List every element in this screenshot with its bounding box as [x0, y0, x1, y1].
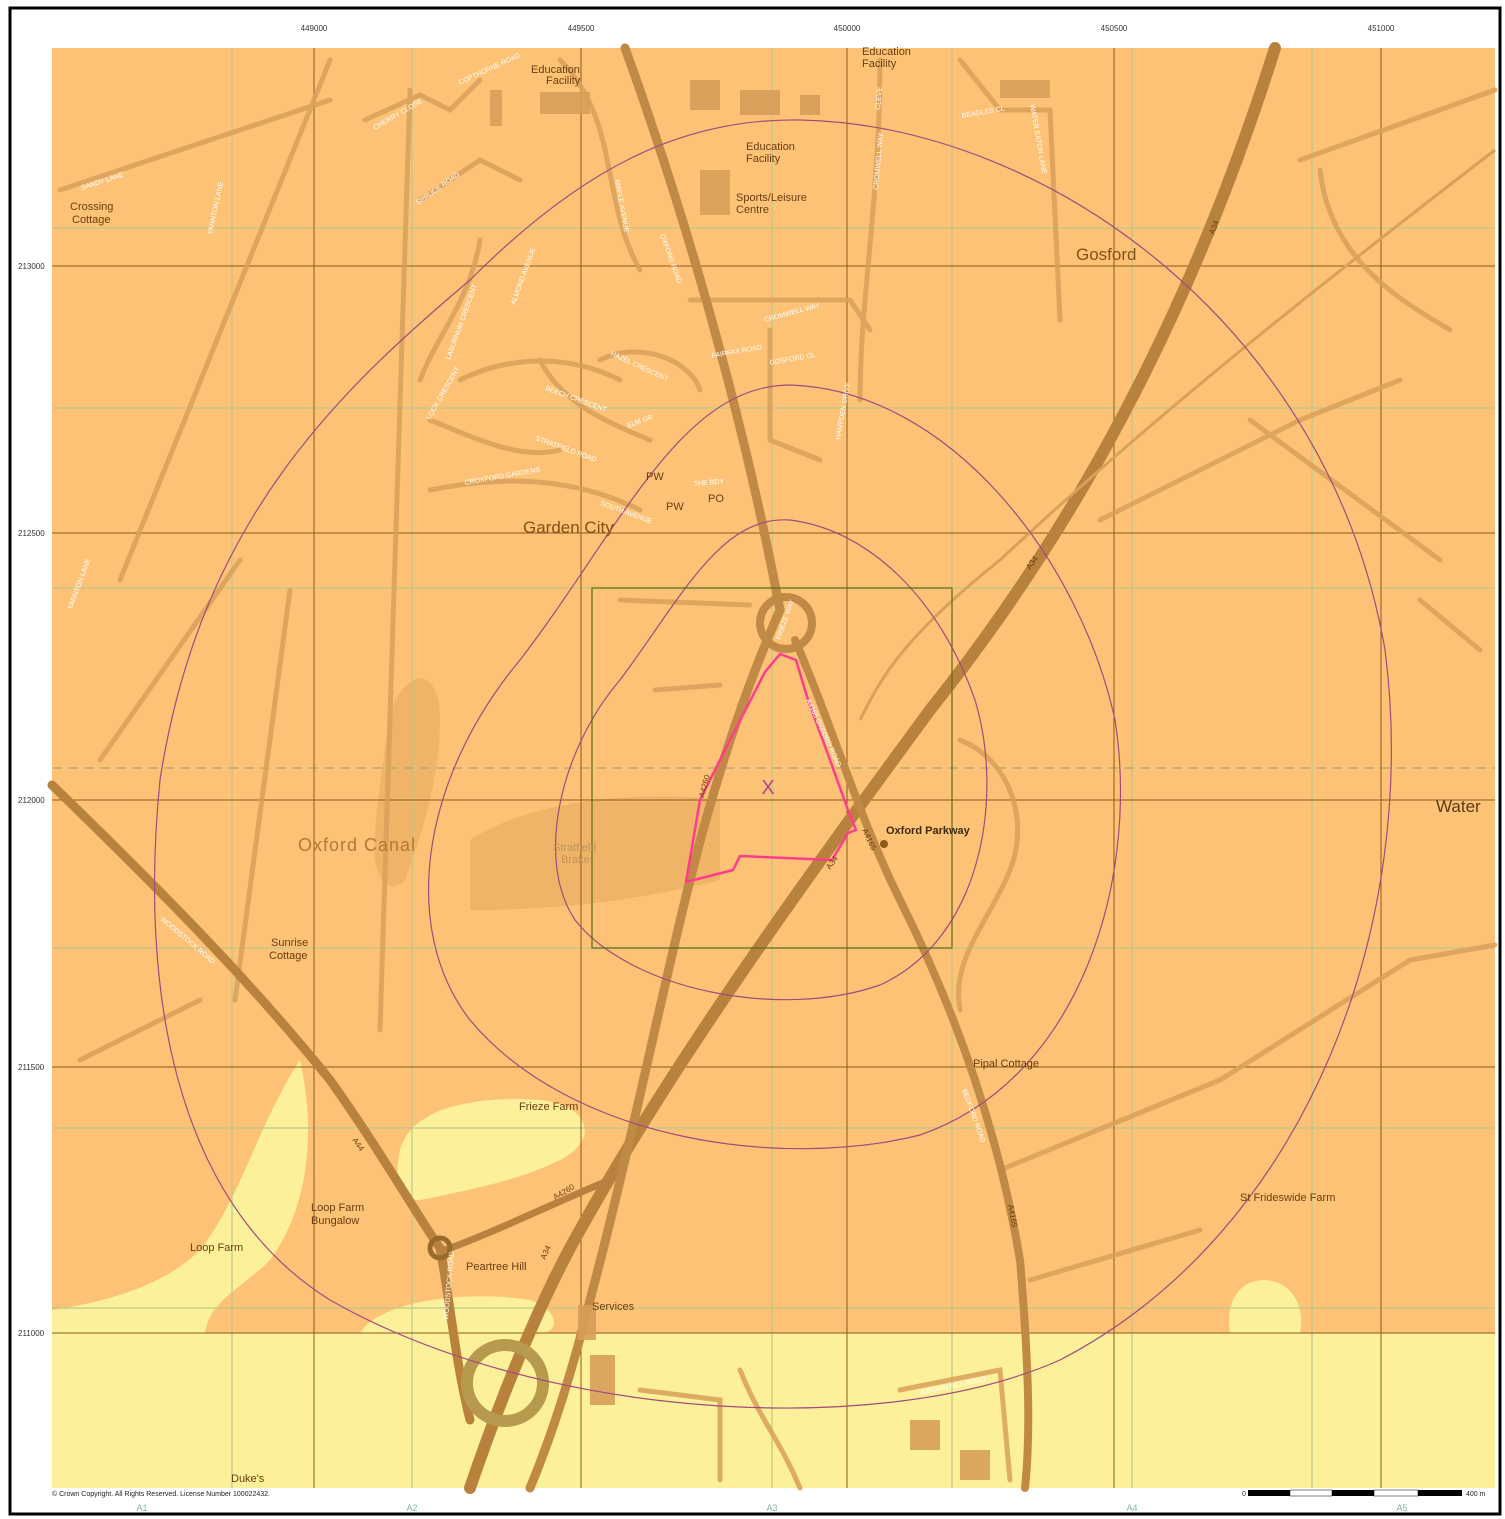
place-stratfield-brake: Stratfield	[553, 842, 596, 854]
scale-start: 0	[1242, 1491, 1246, 1498]
column-label: A5	[1396, 1503, 1407, 1513]
easting-labels: 449000 449500 450000 450500 451000	[301, 24, 1395, 33]
column-labels: A1 A2 A3 A4 A5	[136, 1503, 1407, 1513]
place-sports-centre: Centre	[736, 204, 769, 216]
easting-label: 449000	[301, 24, 328, 33]
northing-label: 212500	[18, 529, 45, 538]
place-education-facility: Facility	[546, 75, 581, 87]
copyright-notice: © Crown Copyright. All Rights Reserved. …	[52, 1490, 270, 1498]
a4260-south-link	[443, 1176, 612, 1254]
brake-woodland	[470, 796, 720, 910]
place-education-facility: Education	[531, 64, 580, 76]
place-sunrise-cottage: Cottage	[269, 950, 308, 962]
frieze-way-roundabout	[756, 593, 816, 653]
place-frieze-farm: Frieze Farm	[519, 1101, 578, 1113]
northing-labels: 213000 212500 212000 211500 211000	[18, 262, 45, 1338]
buffer-ring-250m	[555, 519, 988, 1001]
place-services: Services	[592, 1301, 635, 1313]
place-po: PO	[708, 493, 724, 505]
zone-yellow-south	[52, 1333, 1495, 1488]
zone-yellow-peartree	[360, 1296, 554, 1333]
place-stratfield-brake: Brake	[561, 854, 590, 866]
place-education-facility: Facility	[862, 58, 897, 70]
a4165-road	[791, 636, 1033, 1492]
place-education-facility: Education	[862, 46, 911, 58]
place-pw: PW	[666, 501, 684, 513]
place-loop-farm-bungalow: Bungalow	[311, 1215, 359, 1227]
a44-road	[47, 780, 475, 1425]
place-st-frideswide-farm: St Frideswide Farm	[1240, 1192, 1335, 1204]
easting-label: 450500	[1101, 24, 1128, 33]
zone-yellow-east	[1229, 1280, 1302, 1333]
road-number: A4165	[1006, 1204, 1019, 1229]
station-icon	[880, 840, 888, 848]
site-marker: X	[761, 777, 774, 799]
place-gosford: Gosford	[1076, 245, 1136, 264]
column-label: A2	[406, 1503, 417, 1513]
peartree-roundabout	[461, 1339, 549, 1427]
place-loop-farm-bungalow: Loop Farm	[311, 1202, 364, 1214]
railway	[858, 148, 1496, 721]
northing-label: 211500	[18, 1063, 45, 1072]
place-education-facility: Facility	[746, 153, 781, 165]
easting-label: 449500	[568, 24, 595, 33]
place-crossing-cottage: Crossing	[70, 201, 113, 213]
major-grid	[52, 48, 1495, 1488]
northing-label: 213000	[18, 262, 45, 271]
place-oxford-canal: Oxford Canal	[298, 835, 416, 855]
buffer-ring-500m	[428, 384, 1121, 1150]
street-label: THE BDY	[694, 478, 725, 488]
street-label: CROMWELL WAY	[873, 132, 885, 190]
column-label: A3	[766, 1503, 777, 1513]
street-label: CLEVE	[875, 86, 884, 110]
zone-yellow-west	[52, 1060, 309, 1333]
northing-label: 212000	[18, 796, 45, 805]
loop-roundabout	[427, 1235, 453, 1261]
place-sunrise-cottage: Sunrise	[271, 937, 308, 949]
scale-bar: 0 400 m	[1242, 1489, 1486, 1498]
place-education-facility: Education	[746, 141, 795, 153]
place-pw: PW	[646, 471, 664, 483]
minor-roads	[57, 57, 1498, 1491]
buildings	[490, 80, 1050, 1480]
a34-road	[464, 42, 1281, 1494]
place-water: Water	[1436, 797, 1481, 816]
place-sports-centre: Sports/Leisure	[736, 192, 807, 204]
place-oxford-parkway: Oxford Parkway	[886, 825, 971, 837]
buffer-ring-1000m	[153, 119, 1392, 1409]
site-boundary	[684, 652, 858, 884]
zone-yellow-frieze	[397, 1099, 585, 1200]
scale-end: 400 m	[1466, 1491, 1486, 1498]
place-peartree-hill: Peartree Hill	[466, 1261, 527, 1273]
northing-label: 211000	[18, 1329, 45, 1338]
column-label: A1	[136, 1503, 147, 1513]
easting-label: 451000	[1368, 24, 1395, 33]
search-area-square	[591, 587, 953, 949]
place-loop-farm: Loop Farm	[190, 1242, 243, 1254]
place-pipal-cottage: Pipal Cottage	[973, 1058, 1039, 1070]
column-label: A4	[1126, 1503, 1137, 1513]
place-garden-city: Garden City	[523, 518, 614, 537]
place-crossing-cottage: Cottage	[72, 214, 111, 226]
easting-label: 450000	[834, 24, 861, 33]
place-dukes: Duke's	[231, 1473, 265, 1485]
